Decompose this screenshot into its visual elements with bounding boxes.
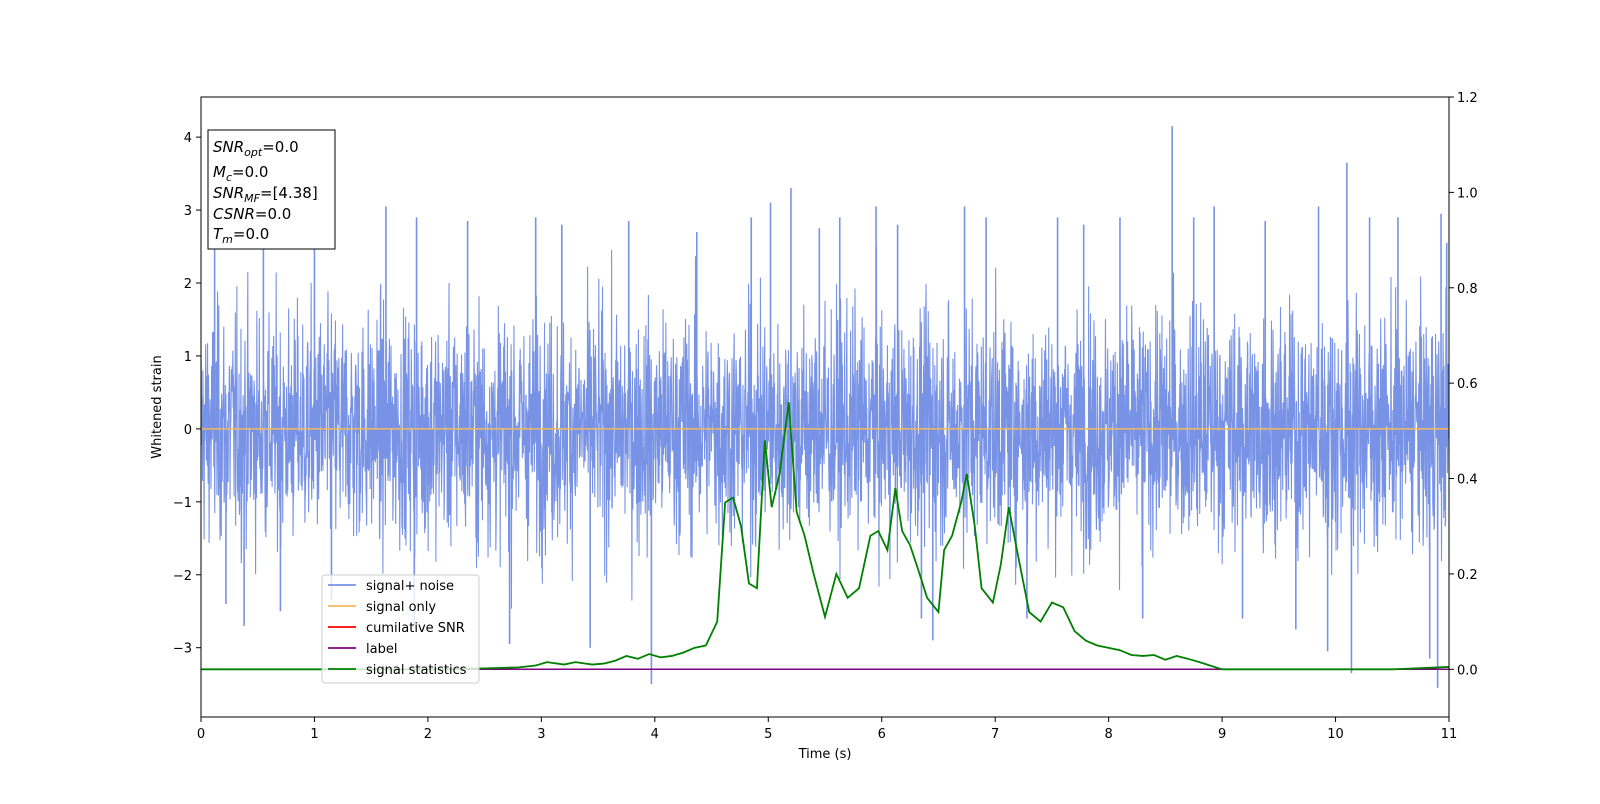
x-tick-label: 8 — [1104, 727, 1112, 742]
y-tick-label: −2 — [173, 569, 192, 584]
y-axis-right: 0.0 0.2 0.4 0.6 0.8 1.0 1.2 — [1449, 91, 1478, 678]
x-tick-label: 7 — [991, 727, 999, 742]
legend-label: signal statistics — [366, 663, 467, 678]
signal-noise-line — [201, 246, 1449, 609]
legend-label: label — [366, 642, 397, 657]
x-tick-label: 1 — [310, 727, 318, 742]
x-tick-label: 11 — [1441, 727, 1458, 742]
y-axis-left: −3 −2 −1 0 1 2 3 4 — [173, 131, 201, 657]
y-tick-label: −3 — [173, 642, 192, 657]
x-tick-label: 4 — [651, 727, 659, 742]
y-right-tick-label: 0.2 — [1457, 568, 1478, 583]
y-tick-label: 3 — [184, 204, 192, 219]
legend-label: signal+ noise — [366, 579, 454, 594]
y-right-tick-label: 1.2 — [1457, 91, 1478, 106]
y-tick-label: 0 — [184, 423, 192, 438]
info-tm: Tm=0.0 — [213, 225, 269, 246]
x-tick-label: 3 — [537, 727, 545, 742]
signal-statistics-line — [201, 402, 1449, 671]
info-snr-opt: SNRopt=0.0 — [213, 138, 299, 159]
legend-label: signal only — [366, 600, 436, 615]
x-tick-label: 10 — [1327, 727, 1344, 742]
x-tick-label: 9 — [1218, 727, 1226, 742]
y-tick-label: −1 — [173, 496, 192, 511]
info-box: SNRopt=0.0 Mc=0.0 SNRMF=[4.38] CSNR=0.0 … — [207, 129, 336, 250]
x-tick-label: 0 — [197, 727, 205, 742]
plot-frame — [200, 96, 1450, 718]
y-right-tick-label: 1.0 — [1457, 186, 1478, 201]
y-right-tick-label: 0.6 — [1457, 377, 1478, 392]
x-tick-label: 6 — [878, 727, 886, 742]
y-right-tick-label: 0.4 — [1457, 473, 1478, 488]
x-axis-label: Time (s) — [798, 747, 852, 762]
info-mc: Mc=0.0 — [213, 163, 268, 184]
y-right-tick-label: 0.8 — [1457, 282, 1478, 297]
legend: signal+ noise signal only cumilative SNR la… — [321, 574, 480, 684]
y-axis-label: Whitened strain — [150, 355, 165, 458]
info-snr-mf: SNRMF=[4.38] — [213, 184, 318, 205]
info-csnr: CSNR=0.0 — [213, 205, 291, 223]
signal-noise-series — [201, 126, 1449, 688]
legend-label: cumilative SNR — [366, 621, 465, 636]
y-tick-label: 1 — [184, 350, 192, 365]
x-axis: 0 1 2 3 4 5 6 7 8 9 10 11 — [197, 717, 1457, 742]
x-tick-label: 2 — [424, 727, 432, 742]
x-tick-label: 5 — [764, 727, 772, 742]
y-tick-label: 4 — [184, 131, 192, 146]
y-tick-label: 2 — [184, 277, 192, 292]
y-right-tick-label: 0.0 — [1457, 663, 1478, 678]
